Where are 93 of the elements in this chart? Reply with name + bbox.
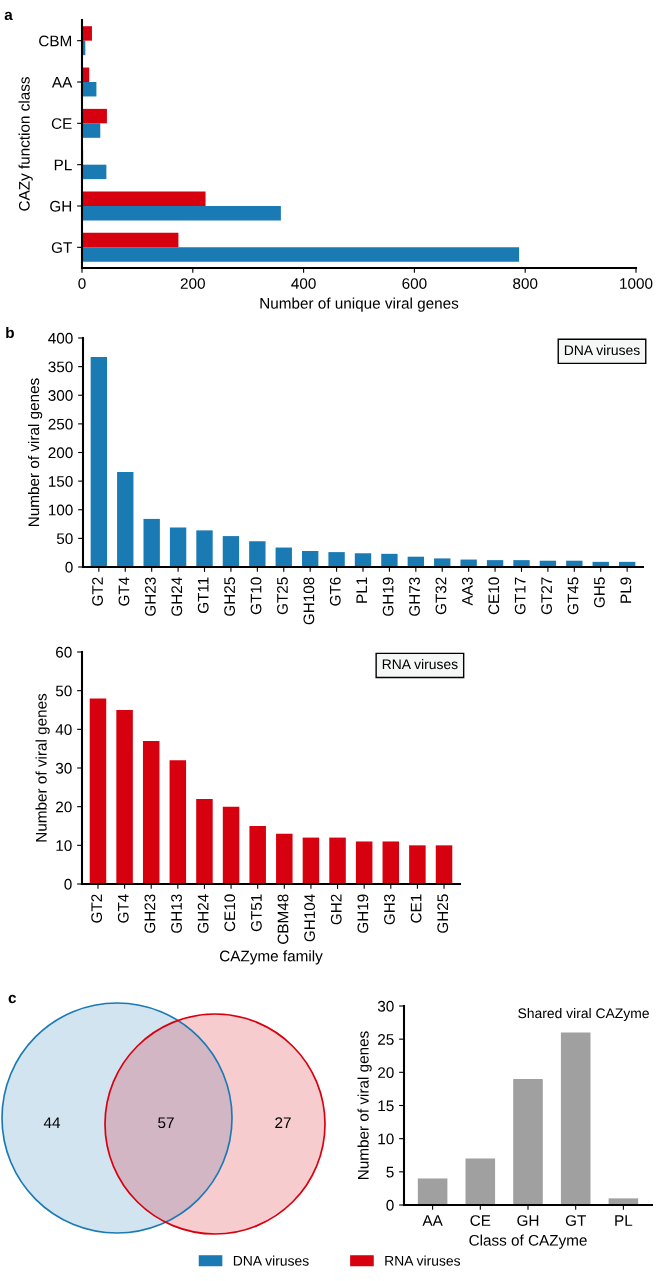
- x-tick-label: GT2: [91, 894, 103, 923]
- y-axis-title: Number of viral genes: [357, 1031, 372, 1179]
- x-tick-label: 600: [402, 278, 427, 289]
- y-tick-label: 5: [386, 1166, 394, 1178]
- y-tick-label: AA: [51, 77, 73, 88]
- y-tick-label: 30: [377, 1000, 394, 1012]
- y-tick-label: 50: [56, 533, 73, 545]
- x-tick-label: CE10: [224, 894, 236, 932]
- x-tick-label: GT45: [567, 577, 579, 615]
- x-tick-label: GT51: [250, 894, 262, 932]
- y-tick-label: GT: [51, 242, 72, 254]
- x-tick-label: GH24: [197, 894, 209, 933]
- x-tick-label: GT32: [435, 577, 447, 615]
- y-tick-label: 400: [48, 332, 73, 344]
- y-axis-title: CAZy function class: [18, 77, 33, 211]
- x-tick-label: CE: [470, 1215, 491, 1226]
- x-tick-label: GT6: [329, 577, 341, 606]
- x-tick-label: GT17: [514, 577, 526, 615]
- y-tick-label: 350: [48, 361, 73, 373]
- y-tick-label: 250: [48, 418, 73, 430]
- y-tick-label: 0: [64, 878, 72, 890]
- chart-title: RNA viruses: [382, 658, 458, 670]
- x-tick-label: 200: [180, 278, 205, 289]
- x-tick-label: GT27: [541, 577, 553, 615]
- x-tick-label: GH25: [437, 894, 449, 933]
- x-tick-label: GH3: [384, 894, 395, 925]
- y-tick-label: 150: [48, 475, 73, 487]
- y-tick-label: 0: [386, 1199, 394, 1211]
- x-tick-label: GT25: [277, 577, 288, 615]
- y-axis-title: Number of viral genes: [27, 378, 43, 526]
- y-tick-label: 300: [48, 390, 73, 401]
- x-tick-label: 0: [78, 278, 86, 289]
- x-tick-label: GH2: [330, 894, 342, 925]
- y-tick-label: 50: [55, 685, 72, 697]
- text: b: [6, 326, 14, 339]
- x-tick-label: AA: [422, 1215, 443, 1226]
- x-tick-label: GT4: [118, 577, 130, 606]
- data-label: 44: [43, 1117, 61, 1128]
- data-label: 57: [158, 1117, 174, 1129]
- legend-label: DNA viruses: [233, 1255, 309, 1266]
- y-tick-label: PL: [54, 159, 72, 171]
- y-tick-label: 60: [56, 646, 72, 658]
- y-tick-label: 10: [56, 840, 72, 852]
- x-tick-label: GH24: [171, 577, 183, 616]
- y-tick-label: 0: [65, 561, 73, 573]
- y-tick-label: 25: [378, 1034, 394, 1045]
- chart-title: Shared viral CAZyme: [518, 1007, 649, 1021]
- x-tick-label: GH: [517, 1215, 539, 1226]
- x-tick-label: GT11: [197, 577, 209, 614]
- legend-label: RNA viruses: [385, 1255, 461, 1266]
- y-tick-label: 30: [55, 762, 72, 774]
- x-tick-label: GH23: [144, 894, 156, 933]
- y-tick-label: CBM: [39, 35, 72, 47]
- x-tick-label: GT2: [92, 577, 103, 606]
- y-tick-label: 40: [55, 724, 72, 736]
- y-tick-label: CE: [51, 118, 72, 130]
- text: c: [8, 994, 17, 1004]
- x-tick-label: GH73: [409, 577, 420, 616]
- y-tick-label: 15: [378, 1100, 394, 1112]
- x-axis-title: CAZyme family: [220, 950, 323, 965]
- x-tick-label: 400: [291, 278, 316, 289]
- y-tick-label: 100: [48, 504, 73, 516]
- x-axis-title: Class of CAZyme: [469, 1234, 587, 1249]
- x-tick-label: CE10: [488, 577, 500, 615]
- x-tick-label: GH108: [303, 577, 315, 625]
- x-tick-label: AA3: [461, 577, 473, 606]
- x-axis-title: Number of unique viral genes: [260, 297, 459, 312]
- x-tick-label: GT4: [117, 894, 129, 923]
- x-tick-label: 1000: [620, 278, 653, 289]
- x-tick-label: GH19: [382, 577, 394, 616]
- chart-title: DNA viruses: [564, 344, 640, 356]
- x-tick-label: GT10: [250, 577, 262, 615]
- y-tick-label: 10: [378, 1133, 394, 1145]
- x-tick-label: GH13: [171, 894, 182, 933]
- text: a: [4, 11, 13, 21]
- x-tick-label: GH25: [224, 577, 236, 616]
- x-tick-label: PL9: [620, 577, 632, 603]
- x-tick-label: GT: [565, 1215, 586, 1226]
- x-tick-label: CE1: [410, 894, 422, 923]
- y-axis-title: Number of viral genes: [35, 693, 50, 842]
- x-tick-label: PL1: [356, 577, 367, 603]
- data-label: 27: [275, 1117, 291, 1128]
- x-tick-label: 800: [513, 278, 538, 289]
- y-tick-label: 200: [48, 447, 73, 459]
- y-tick-label: 20: [378, 1067, 394, 1079]
- y-tick-label: GH: [50, 200, 72, 212]
- x-tick-label: CBM48: [277, 894, 289, 944]
- x-tick-label: GH5: [594, 577, 605, 608]
- y-tick-label: 20: [56, 801, 72, 813]
- x-tick-label: GH23: [144, 577, 156, 616]
- x-tick-label: PL: [615, 1215, 633, 1226]
- x-tick-label: GH104: [304, 894, 316, 942]
- x-tick-label: GH19: [357, 894, 369, 933]
